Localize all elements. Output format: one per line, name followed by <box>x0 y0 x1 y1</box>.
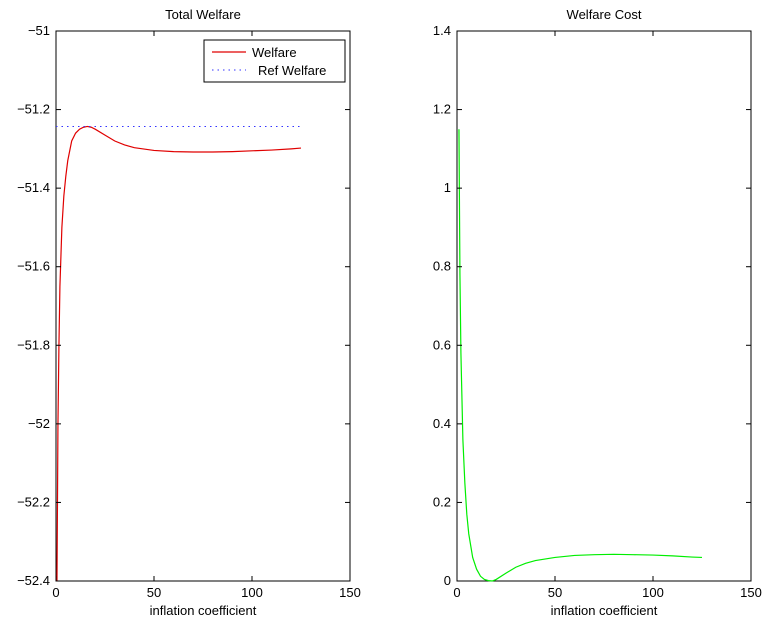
y-tick-label: 0.4 <box>433 416 451 431</box>
welfare-cost-chart: Welfare Cost 0 50 100 150 0 0.2 0.4 0.6 0.8 1 1.2… <box>433 7 762 618</box>
y-tick-label: −51.2 <box>17 102 50 117</box>
axes-frame <box>55 30 351 582</box>
y-tick-label: −51.8 <box>17 337 50 352</box>
y-axis-ticks: −52.4 −52.2 −52 −51.8 −51.6 −51.4 −51.2 −51 <box>17 23 350 588</box>
y-tick-label: 0.2 <box>433 494 451 509</box>
y-tick-label: 0 <box>444 573 451 588</box>
legend-entry-welfare: Welfare <box>252 45 297 60</box>
x-axis-ticks: 0 50 100 150 <box>52 31 361 600</box>
plot-area <box>456 30 752 582</box>
x-axis-ticks: 0 50 100 150 <box>453 31 762 600</box>
legend-box <box>203 39 346 83</box>
y-tick-label: −52.2 <box>17 494 50 509</box>
y-tick-label: 1 <box>444 180 451 195</box>
legend: Welfare Ref Welfare <box>203 39 346 83</box>
plot-area <box>55 30 351 582</box>
series-line-welfare-cost <box>458 129 703 582</box>
x-tick-label: 100 <box>642 585 664 600</box>
y-axis-ticks: 0 0.2 0.4 0.6 0.8 1 1.2 1.4 <box>433 23 751 588</box>
x-tick-label: 0 <box>52 585 59 600</box>
legend-entry-ref-welfare: Ref Welfare <box>258 63 326 78</box>
x-axis-label: inflation coefficient <box>551 603 658 618</box>
y-tick-label: −52 <box>28 416 50 431</box>
total-welfare-chart: Total Welfare 0 50 100 150 −52.4 −52.2 −52 −51… <box>17 7 361 618</box>
x-tick-label: 0 <box>453 585 460 600</box>
series-line-welfare <box>56 125 302 582</box>
y-tick-label: −51.6 <box>17 259 50 274</box>
axes-frame <box>456 30 752 582</box>
y-tick-label: 0.6 <box>433 337 451 352</box>
y-tick-label: −51 <box>28 23 50 38</box>
x-axis-label: inflation coefficient <box>150 603 257 618</box>
y-tick-label: 1.4 <box>433 23 451 38</box>
x-tick-label: 50 <box>548 585 562 600</box>
chart-title: Welfare Cost <box>567 7 642 22</box>
y-tick-label: 1.2 <box>433 102 451 117</box>
x-tick-label: 100 <box>241 585 263 600</box>
y-tick-label: −51.4 <box>17 180 50 195</box>
y-tick-label: −52.4 <box>17 573 50 588</box>
y-tick-label: 0.8 <box>433 259 451 274</box>
x-tick-label: 150 <box>339 585 361 600</box>
x-tick-label: 150 <box>740 585 762 600</box>
chart-title: Total Welfare <box>165 7 241 22</box>
x-tick-label: 50 <box>147 585 161 600</box>
